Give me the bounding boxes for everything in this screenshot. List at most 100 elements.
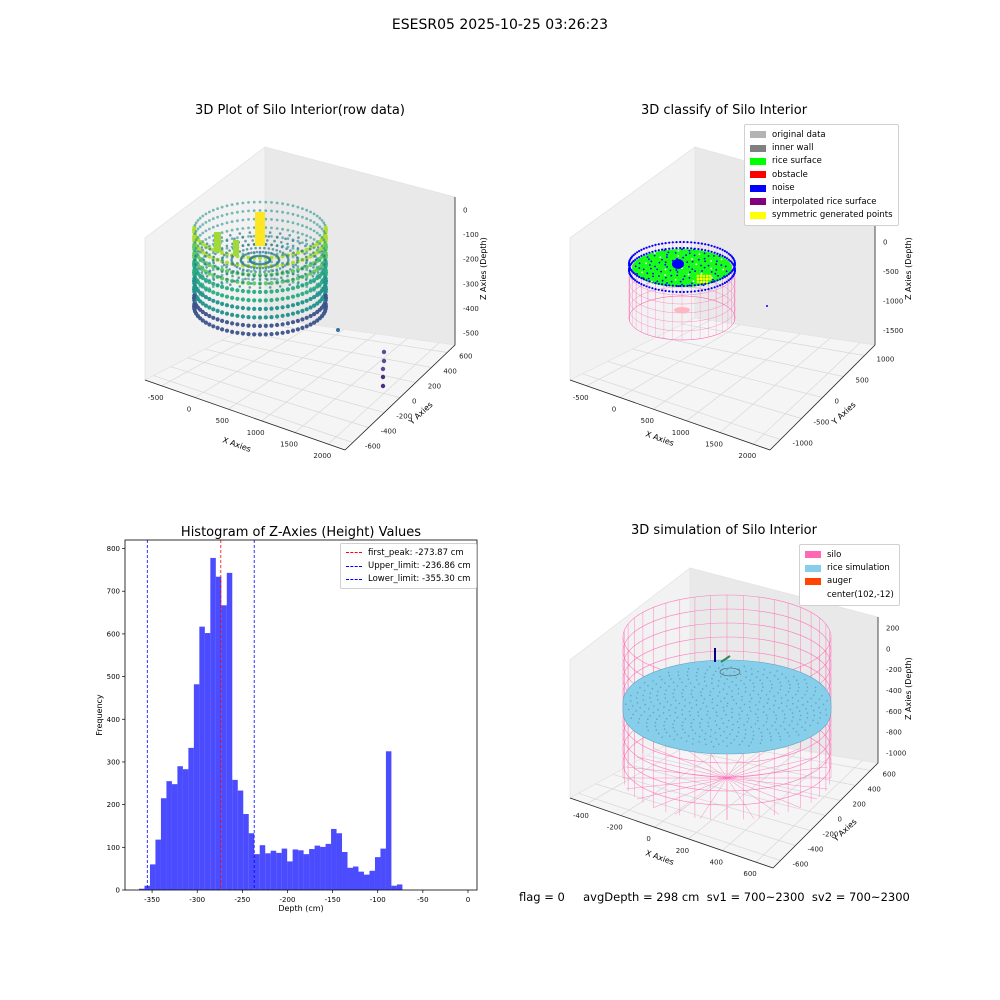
legend-swatch <box>750 211 766 219</box>
histogram-bar <box>270 850 277 890</box>
histogram-bar <box>204 633 211 890</box>
histogram-bar <box>232 779 238 890</box>
histogram-y-tick: 400 <box>107 716 120 724</box>
histogram-bar <box>342 852 348 890</box>
histogram-bar <box>385 751 392 890</box>
legend-entry: symmetric generated points <box>750 208 893 221</box>
histogram-bar <box>248 833 255 890</box>
classify-plot-title: 3D classify of Silo Interior <box>640 103 808 118</box>
histogram-title: Histogram of Z-Axies (Height) Values <box>181 525 421 540</box>
legend-swatch <box>805 551 821 559</box>
histogram-x-tick: -350 <box>144 896 160 904</box>
legend-swatch <box>346 552 362 554</box>
histogram-bar <box>138 888 145 890</box>
histogram-bar <box>358 871 364 890</box>
histogram-x-tick: 0 <box>466 896 470 904</box>
legend-entry: rice simulation <box>805 561 894 574</box>
histogram-x-tick: -150 <box>325 896 341 904</box>
histogram-x-tick: -200 <box>280 896 296 904</box>
status-footer: flag = 0 avgDepth = 298 cm sv1 = 700~230… <box>519 890 910 904</box>
histogram-bar <box>171 784 178 890</box>
histogram-x-tick: -250 <box>234 896 250 904</box>
histogramlegend-entry: Upper_limit: -236.86 cm <box>346 559 471 572</box>
histogram-bar <box>336 833 343 890</box>
legend-entry: inner wall <box>750 141 893 154</box>
histogram-bar <box>254 854 260 890</box>
histogram-bar <box>303 854 310 890</box>
histogram-bar <box>155 839 161 890</box>
legend-swatch <box>346 565 362 567</box>
legend-label: auger <box>827 576 852 587</box>
histogram-bar <box>369 870 375 890</box>
histogram-bar <box>210 557 216 890</box>
raw-plot-title: 3D Plot of Silo Interior(row data) <box>195 103 405 118</box>
histogram-bar <box>391 885 397 890</box>
legend-label: original data <box>772 129 826 140</box>
legend-label: Lower_limit: -355.30 cm <box>368 574 471 585</box>
histogram-bar <box>276 852 282 890</box>
histogram-bar <box>199 626 205 890</box>
histogram-bar <box>396 884 403 890</box>
histogram-x-tick: -100 <box>370 896 386 904</box>
legend-label: inner wall <box>772 143 814 154</box>
legend-label: rice simulation <box>827 563 890 574</box>
legend-label: silo <box>827 549 842 560</box>
histogram-y-label: Frequency <box>95 694 104 736</box>
histogram-bar <box>221 605 227 890</box>
legend-entry: obstacle <box>750 168 893 181</box>
legend-swatch <box>805 591 821 598</box>
histogram-y-tick: 700 <box>107 588 120 596</box>
histogram-y-tick: 300 <box>107 758 120 766</box>
legend-label: interpolated rice surface <box>772 196 877 207</box>
histogram-bar <box>259 845 266 890</box>
legend-swatch <box>805 564 821 572</box>
histogram-bar <box>309 849 315 890</box>
legend-swatch <box>750 198 766 206</box>
histogram-x-tick: -300 <box>189 896 205 904</box>
histogram-bar <box>243 814 249 890</box>
simulation-plot-title: 3D simulation of Silo Interior <box>631 523 817 538</box>
histogram-bar <box>363 874 370 890</box>
histogram-bar <box>292 849 299 890</box>
legend-swatch <box>346 578 362 580</box>
classify-legend: original data inner wall rice surface obsta… <box>744 124 899 226</box>
histogram-bar <box>149 864 156 890</box>
histogram-bar <box>177 766 183 890</box>
legend-label: rice surface <box>772 156 822 167</box>
histogram-bar <box>298 850 304 890</box>
legend-swatch <box>750 144 766 152</box>
histogram-bar <box>215 576 222 890</box>
histogram-bar <box>237 790 244 890</box>
histogram-bar <box>353 866 359 890</box>
histogram-y-tick: 200 <box>107 801 120 809</box>
simulation-legend: silo rice simulation auger center(102,-12) <box>799 544 900 606</box>
histogram-bar <box>188 747 194 890</box>
histogram-y-tick: 500 <box>107 673 120 681</box>
histogramlegend-entry: first_peak: -273.87 cm <box>346 546 471 559</box>
legend-entry: noise <box>750 182 893 195</box>
legend-swatch <box>750 131 766 139</box>
legend-entry: rice surface <box>750 155 893 168</box>
histogram-bar <box>374 857 381 890</box>
histogram-y-tick: 600 <box>107 630 120 638</box>
legend-label: center(102,-12) <box>827 589 894 600</box>
legend-label: noise <box>772 183 795 194</box>
histogram-legend: first_peak: -273.87 cm Upper_limit: -236.… <box>340 543 477 590</box>
legend-entry: silo <box>805 548 894 561</box>
legend-label: obstacle <box>772 169 808 180</box>
histogram-bar <box>160 798 167 890</box>
histogram-bar <box>331 828 337 890</box>
legend-swatch <box>750 171 766 179</box>
legend-swatch <box>750 157 766 165</box>
histogram-bar <box>325 843 332 890</box>
histogram-bar <box>166 781 172 890</box>
histogram-bar <box>281 848 288 890</box>
histogram-y-tick: 0 <box>116 887 120 895</box>
legend-label: first_peak: -273.87 cm <box>368 547 464 558</box>
legend-label: Upper_limit: -236.86 cm <box>368 561 471 572</box>
histogram-bar <box>182 769 189 890</box>
histogram-bar <box>193 684 200 890</box>
legend-label: symmetric generated points <box>772 210 893 221</box>
histogramlegend-entry: Lower_limit: -355.30 cm <box>346 573 471 586</box>
